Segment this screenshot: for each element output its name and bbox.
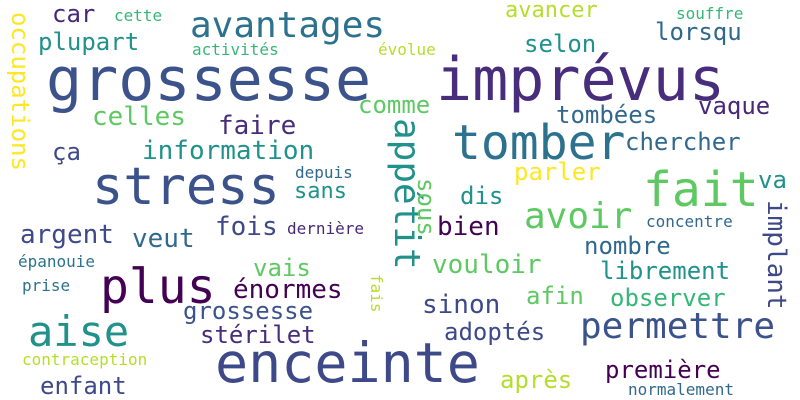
word-veut: veut: [132, 224, 195, 254]
word-epanouie: épanouie: [18, 252, 96, 271]
word-prise: prise: [22, 276, 71, 295]
word-fait: fait: [643, 162, 759, 218]
word-librement: librement: [600, 257, 731, 285]
word-vaque: vaque: [698, 92, 771, 120]
word-enceinte: enceinte: [215, 331, 480, 395]
word-sterilet: stérilet: [200, 321, 316, 349]
word-souffre: souffre: [676, 4, 744, 23]
word-evolue: évolue: [378, 40, 436, 59]
word-faire: faire: [218, 111, 297, 141]
word-implant: implant: [761, 200, 791, 310]
word-parler: parler: [514, 158, 601, 186]
word-plus: plus: [100, 259, 216, 315]
word-avoir: avoir: [524, 196, 633, 237]
word-argent: argent: [20, 220, 114, 250]
word-sans: sans: [294, 179, 347, 204]
word-information: information: [142, 136, 315, 166]
word-nombre: nombre: [584, 232, 671, 260]
word-concentre: concentre: [646, 212, 733, 231]
word-car: car: [52, 0, 96, 28]
word-bien: bien: [437, 212, 500, 242]
word-tomber: tomber: [452, 115, 626, 171]
word-vais: vais: [253, 254, 311, 282]
word-grossesse: grossesse: [46, 45, 372, 115]
word-contraception: contraception: [22, 350, 148, 369]
word-apres: après: [500, 366, 573, 394]
word-fois: fois: [215, 212, 278, 242]
word-stress: stress: [92, 157, 280, 217]
word-aise: aise: [28, 307, 130, 356]
word-appetit: permettre: [580, 306, 776, 347]
word-enormes: énormes: [233, 275, 343, 305]
word-sinon: sinon: [422, 290, 501, 320]
word-ca: ça: [52, 138, 81, 166]
word-fais: fais: [367, 274, 386, 313]
word-avantages: avantages: [190, 5, 386, 46]
word-plupart: plupart: [38, 28, 140, 56]
word-derniere: dernière: [287, 219, 365, 238]
word-comme: comme: [358, 91, 431, 119]
word-grossesse-small: grossesse: [183, 297, 314, 325]
word-activites: activités: [192, 40, 279, 59]
word-tombees: tombées: [556, 101, 658, 129]
word-vouloir: vouloir: [432, 250, 542, 280]
word-dis: dis: [460, 182, 504, 210]
word-celles: celles: [92, 102, 186, 132]
word-normalement: normalement: [628, 380, 734, 399]
word-va: va: [758, 166, 787, 194]
word-avancer: avancer: [505, 0, 598, 23]
word-imprevus: imprévus: [436, 45, 725, 115]
word-lorsqu: lorsqu: [655, 18, 742, 46]
word-chercher: chercher: [625, 128, 741, 156]
word-premiere: première: [605, 356, 721, 384]
word-permettre: appétit: [386, 118, 427, 270]
word-cette: cette: [114, 6, 163, 25]
word-selon: selon: [524, 30, 597, 58]
word-adoptes: adoptés: [444, 318, 546, 346]
word-occupations: occupations: [6, 12, 34, 171]
word-enfant: enfant: [40, 372, 127, 400]
word-depuis: depuis: [295, 163, 353, 182]
word-observer: observer: [610, 284, 726, 312]
word-afin: afin: [526, 282, 584, 310]
word-sous: sous: [412, 178, 440, 236]
